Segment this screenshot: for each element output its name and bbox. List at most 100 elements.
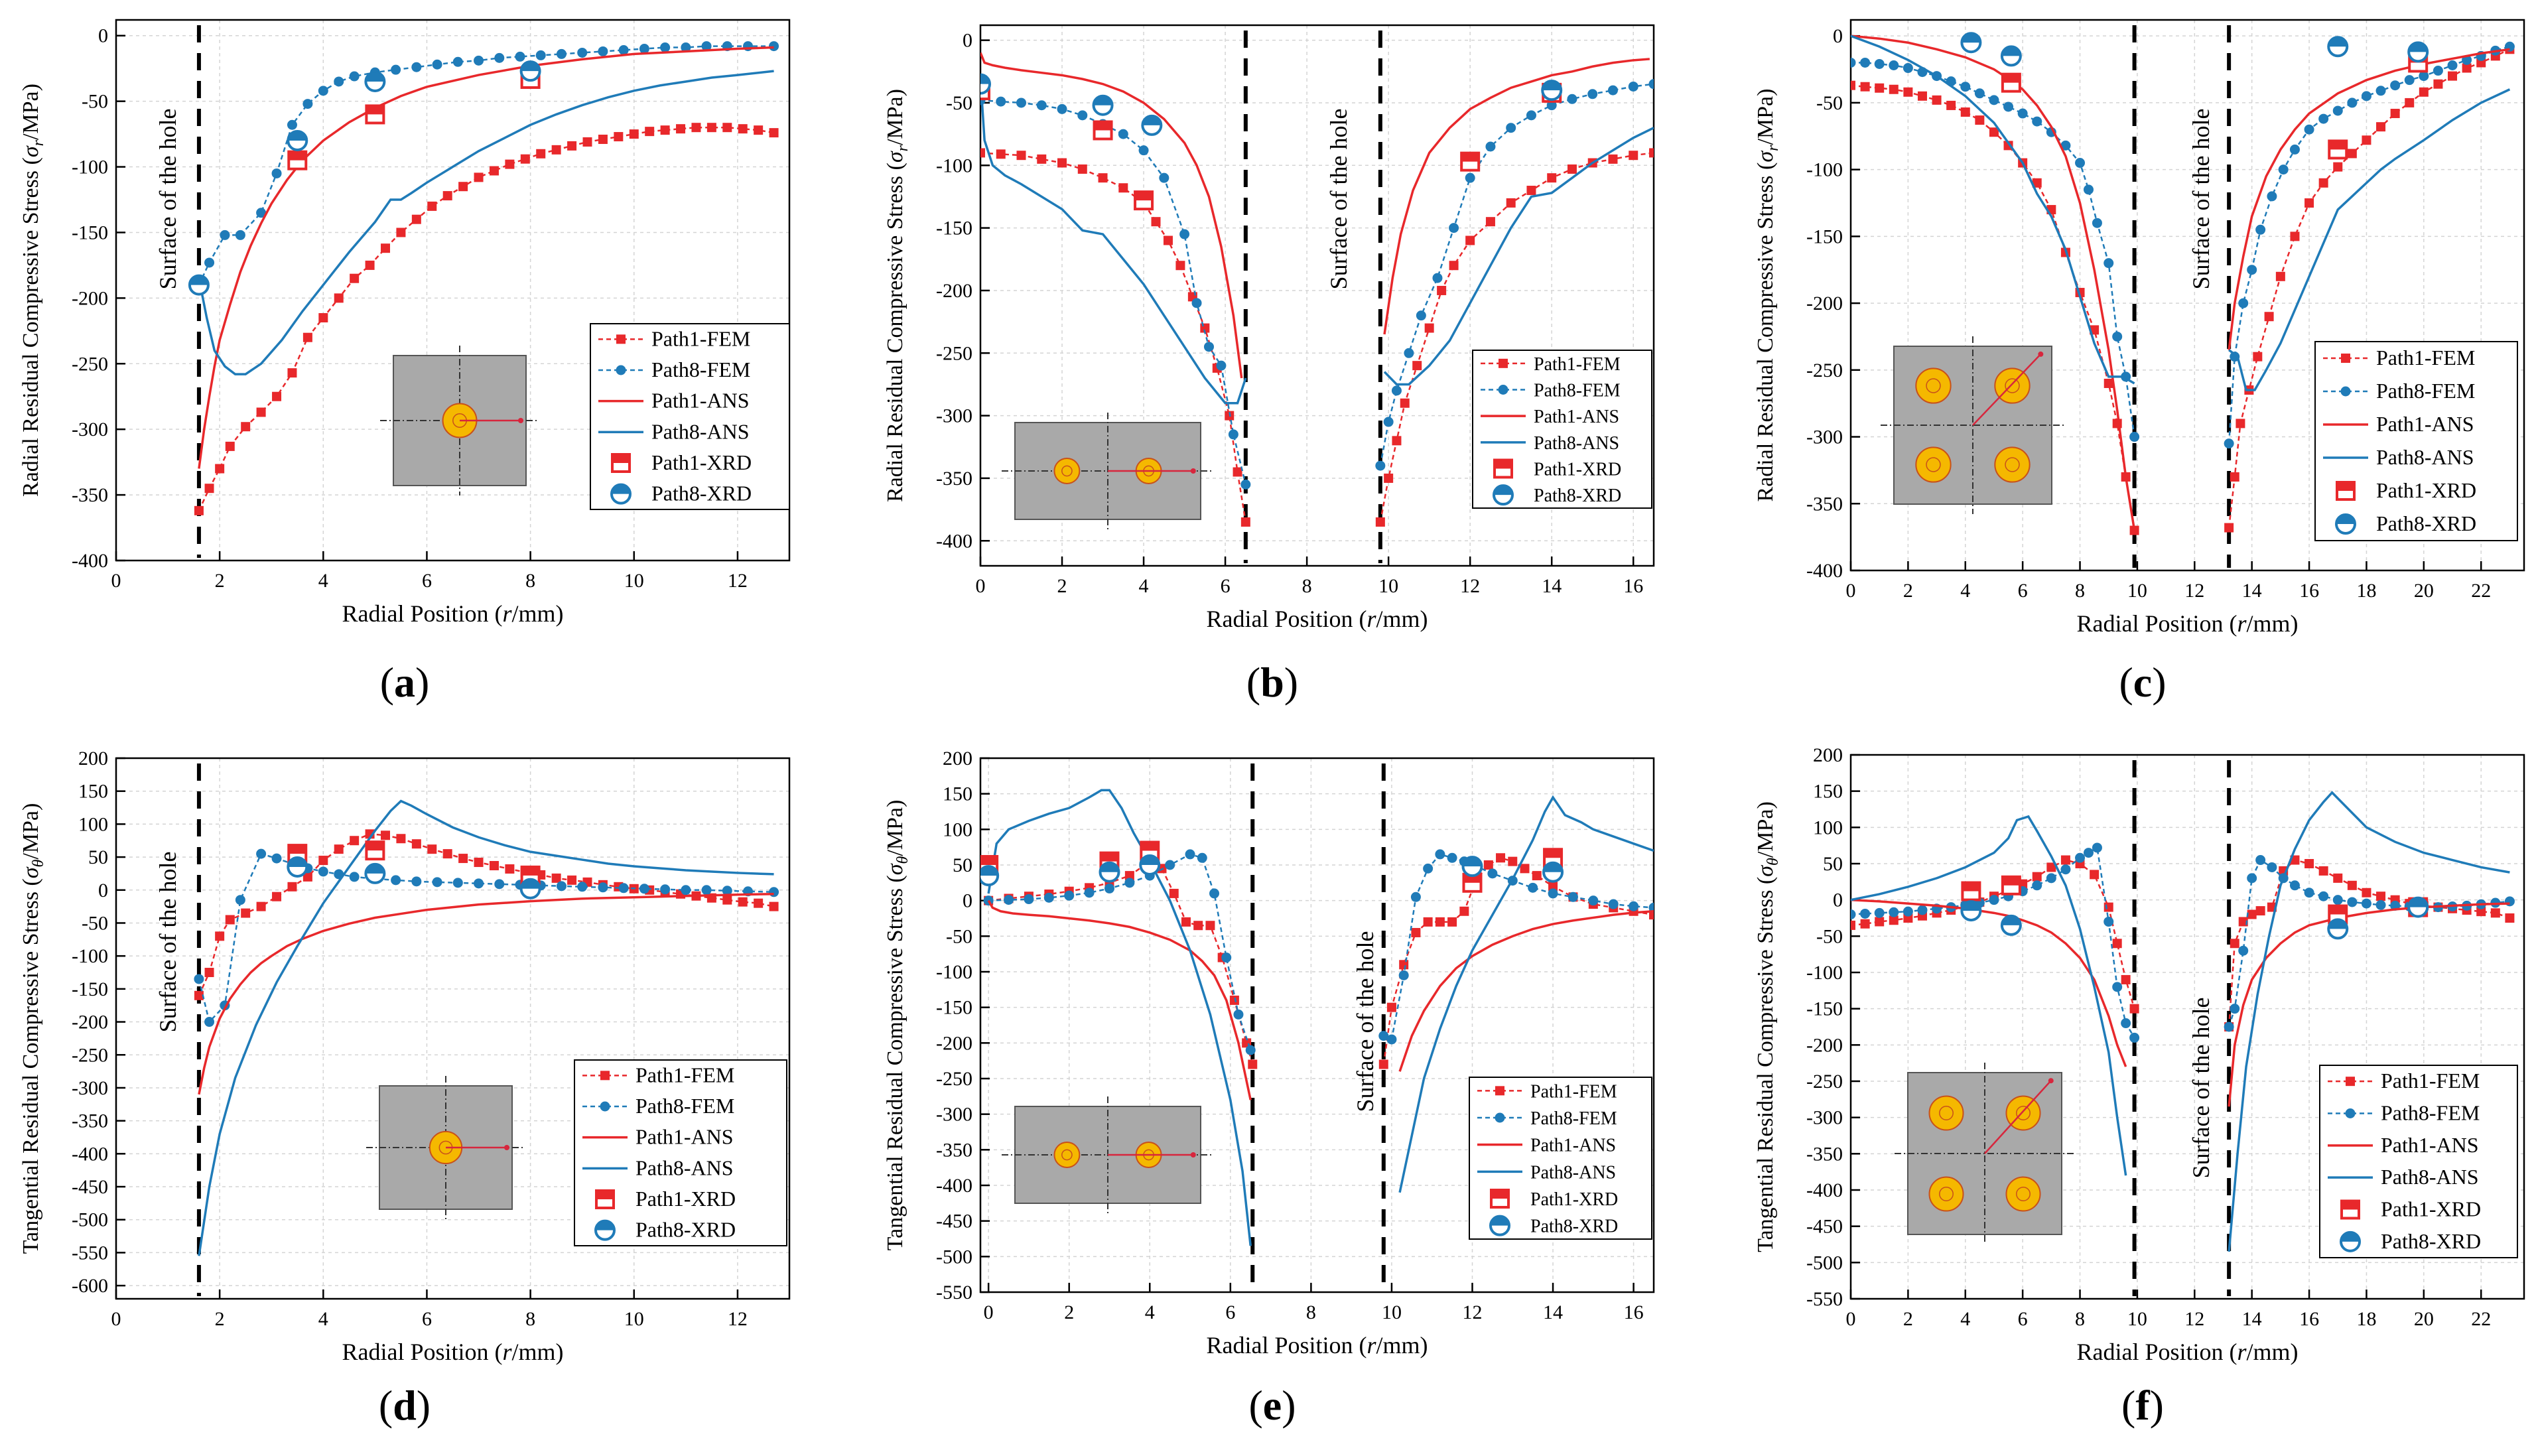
y-tick-label: 200 [78,748,108,769]
legend-marker-fill [1491,1190,1508,1199]
data-point [1077,164,1087,174]
y-tick-label: 0 [1833,25,1843,47]
xrd-point-fill [1544,862,1563,872]
series-line [1851,859,2135,1010]
data-point [1185,849,1195,860]
data-point [1860,57,1871,68]
y-tick-label: -250 [936,1068,972,1090]
data-point [2376,892,2386,901]
data-point [2267,862,2277,872]
data-point [1567,94,1577,104]
data-point [1163,235,1173,245]
data-point [2032,178,2042,188]
data-point [2332,105,2343,116]
legend-label: Path8-XRD [1530,1217,1618,1237]
xrd-point-fill [2329,141,2347,150]
data-point [2376,122,2386,132]
y-tick-label: -400 [936,1175,972,1197]
series-line [198,70,774,375]
xrd-point-fill [2002,876,2020,886]
legend-label: Path8-XRD [2376,511,2476,535]
data-point [474,55,484,66]
path-arrow-head-icon [504,1145,509,1150]
data-point [1649,910,1654,920]
data-point [1037,154,1047,164]
legend-label: Path1-FEM [2376,346,2475,369]
legend-label: Path1-XRD [2381,1197,2481,1221]
data-point [1423,917,1433,927]
specimen-inset [366,1076,525,1219]
data-point [2112,331,2123,342]
data-point [1860,82,1870,92]
xrd-point-fill [1141,842,1159,851]
data-point [567,875,577,885]
data-point [1378,1031,1389,1041]
y-tick-label: -100 [936,961,972,983]
data-point [2103,378,2113,388]
data-point [2267,191,2277,202]
data-point [2224,1022,2234,1032]
legend-box [574,1059,787,1246]
data-point [1989,895,1999,905]
data-point [520,154,530,164]
data-point [629,129,639,139]
data-point [2238,917,2248,927]
x-tick-label: 4 [318,1308,328,1330]
data-point [1240,479,1251,490]
data-point [2375,899,2386,910]
y-tick-label: -400 [72,1143,108,1165]
data-point [2103,916,2114,927]
legend-marker [1495,1112,1505,1123]
xrd-point-fill [288,857,307,867]
x-tick-label: 4 [1145,1301,1155,1323]
data-point [2290,232,2300,241]
xrd-point-fill [2001,915,2021,925]
xrd-point-fill [1135,192,1153,201]
data-point [1057,158,1067,168]
data-point [489,166,499,176]
data-point [2362,888,2371,897]
y-tick-label: 100 [1813,817,1843,838]
data-point [411,62,422,72]
x-tick-label: 6 [422,570,432,592]
data-point [2129,1032,2140,1043]
legend: Path1-FEM Path8-FEM Path1-ANS Path8-ANS Path… [2314,341,2518,541]
data-point [769,901,779,911]
y-tick-label: 0 [98,25,108,47]
data-point [2121,1018,2131,1029]
data-point [1889,84,1899,94]
data-point [241,422,251,432]
x-tick-label: 14 [2242,580,2262,602]
data-point [350,273,360,283]
series-line [198,852,774,1024]
data-point [1465,235,1475,245]
data-point [645,127,655,137]
data-point [2347,149,2357,159]
data-point [287,368,297,378]
y-axis-label: Radial Residual Compressive Stress (σr/M… [1753,89,1782,502]
series-line [1851,34,2135,385]
plot-frame [1849,754,2525,1300]
legend-marker [2340,386,2351,397]
data-point [2347,897,2358,907]
x-tick-label: 8 [2075,1308,2085,1330]
legend-label: Path1-FEM [2381,1069,2480,1092]
hole-inner-icon [1061,465,1073,477]
x-tick-label: 8 [525,570,535,592]
data-point [2347,880,2357,890]
legend-label: Path8-FEM [1534,381,1621,401]
data-point [474,172,484,182]
data-point [396,834,406,844]
hole-inner-icon [1926,378,1941,393]
x-tick-label: 0 [111,1308,121,1330]
x-tick-label: 0 [1846,1308,1856,1330]
xrd-point-fill [1544,849,1562,858]
legend-label: Path1-XRD [1530,1189,1618,1210]
legend-label: Path8-FEM [1530,1108,1617,1129]
data-point [1193,921,1203,931]
data-point [1506,123,1516,133]
xrd-point-fill [521,879,540,889]
series-path8-xrd [1960,32,2429,67]
data-point [1851,920,1855,930]
hole-icon [1915,446,1952,483]
